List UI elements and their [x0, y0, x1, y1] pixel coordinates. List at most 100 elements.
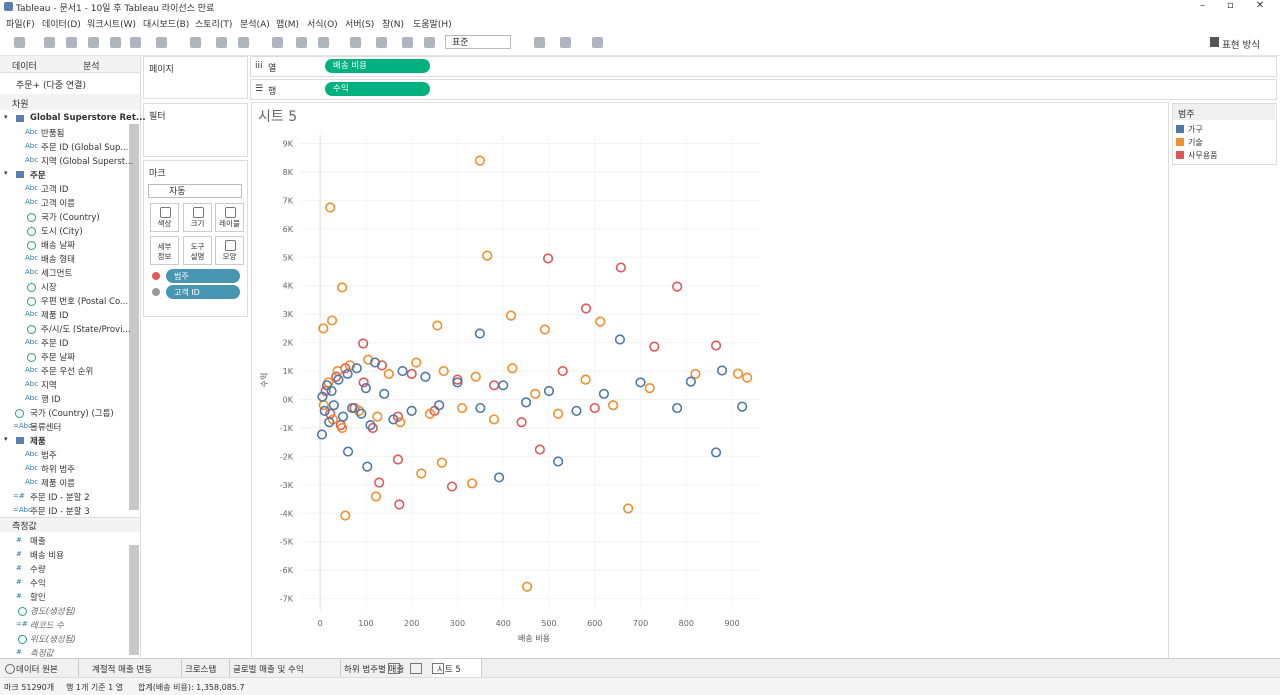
toolbar-icon[interactable]	[560, 37, 571, 48]
group-title[interactable]: 제품	[30, 437, 46, 447]
field-label[interactable]: 하위 범주	[41, 465, 75, 475]
toolbar-icon[interactable]	[238, 37, 249, 48]
window-controls[interactable]: –▫✕	[1200, 0, 1280, 11]
field-label[interactable]: 고객 ID	[41, 185, 69, 195]
menu-item[interactable]: 스토리(T)	[195, 20, 233, 30]
field-label[interactable]: 주문 ID (Global Sup...	[41, 143, 129, 153]
menu-item[interactable]: 워크시트(W)	[87, 20, 137, 30]
toolbar-icon[interactable]	[44, 37, 55, 48]
field-label[interactable]: 수량	[30, 565, 46, 575]
sheet-tab[interactable]	[229, 659, 341, 677]
sheet-tab[interactable]	[12, 659, 79, 677]
toolbar-icon[interactable]	[592, 37, 603, 48]
mark-pill[interactable]	[166, 269, 240, 283]
group-title[interactable]: 주문	[30, 171, 46, 181]
toolbar-icon[interactable]	[376, 37, 387, 48]
field-label[interactable]: 배송 비용	[30, 551, 64, 561]
toolbar-icon[interactable]	[88, 37, 99, 48]
field-label[interactable]: 배송 형태	[41, 255, 75, 265]
data-source[interactable]: 주문+ (다중 연결)	[16, 81, 86, 91]
mark-button[interactable]	[183, 236, 212, 265]
field-label[interactable]: 매출	[30, 537, 46, 547]
mark-pill[interactable]	[166, 285, 240, 299]
columns-pill[interactable]: 배송 비용	[325, 59, 430, 73]
sheet-tab[interactable]	[88, 659, 182, 677]
rows-pill[interactable]: 수익	[325, 82, 430, 96]
menu-item[interactable]: 파일(F)	[6, 20, 35, 30]
menu-item[interactable]: 창(N)	[382, 20, 405, 30]
field-label[interactable]: 주문 ID - 분할 2	[30, 493, 90, 503]
expand-arrow[interactable]: ▾	[4, 435, 8, 443]
scrollbar[interactable]	[129, 124, 139, 510]
field-label[interactable]: 국가 (Country) (그룹)	[30, 409, 114, 419]
field-label[interactable]: 경도(생성됨)	[30, 607, 76, 617]
field-label[interactable]: 제품 이름	[41, 479, 75, 489]
field-label[interactable]: 고객 이름	[41, 199, 75, 209]
toolbar-icon[interactable]	[156, 37, 167, 48]
field-label[interactable]: 범주	[41, 451, 57, 461]
mark-button[interactable]	[150, 236, 179, 265]
menu-item[interactable]: 분석(A)	[240, 20, 270, 30]
data-tab[interactable]: 데이터	[12, 62, 37, 72]
toolbar-icon[interactable]	[110, 37, 121, 48]
sheet-tab[interactable]	[433, 659, 482, 677]
field-label[interactable]: 주/시/도 (State/Provi...	[41, 325, 131, 335]
sheet-tab[interactable]	[181, 659, 230, 677]
data-point	[388, 414, 399, 425]
field-label[interactable]: 지역	[41, 381, 57, 391]
field-label[interactable]: 제품 ID	[41, 311, 69, 321]
field-label[interactable]: 측정값	[30, 649, 54, 659]
field-label[interactable]: 위도(생성됨)	[30, 635, 76, 645]
show-me[interactable]: 표현 방식	[1222, 40, 1260, 51]
toolbar-icon[interactable]	[66, 37, 77, 48]
field-label[interactable]: 지역 (Global Superst...	[41, 157, 134, 167]
menu-item[interactable]: 맵(M)	[276, 20, 300, 30]
menu-item[interactable]: 데이터(D)	[42, 20, 81, 30]
toolbar-icon[interactable]	[14, 37, 25, 48]
field-label[interactable]: 행 ID	[41, 395, 61, 405]
window-title: Tableau - 문서1 - 10일 후 Tableau 라이선스 만료	[16, 4, 215, 14]
toolbar-icon[interactable]	[350, 37, 361, 48]
field-label[interactable]: 할인	[30, 593, 46, 603]
menu-item[interactable]: 도움말(H)	[413, 20, 452, 30]
menu-item[interactable]: 서식(O)	[307, 20, 338, 30]
field-label[interactable]: 배송 날짜	[41, 241, 75, 251]
field-label[interactable]: 반품됨	[41, 129, 65, 139]
analysis-tab[interactable]: 분석	[83, 62, 100, 72]
field-label[interactable]: 주문 우선 순위	[41, 367, 94, 377]
new-sheet-icon[interactable]	[432, 663, 444, 674]
toolbar-icon[interactable]	[272, 37, 283, 48]
field-label[interactable]: 시장	[41, 283, 57, 293]
menu-item[interactable]: 대시보드(B)	[143, 20, 190, 30]
field-label[interactable]: 우편 번호 (Postal Co...	[41, 297, 129, 307]
legend-label[interactable]: 가구	[1188, 125, 1203, 134]
field-label[interactable]: 주문 날짜	[41, 353, 75, 363]
scrollbar[interactable]	[129, 545, 139, 655]
legend-label[interactable]: 사무용품	[1188, 151, 1218, 160]
field-label[interactable]: 물류센터	[30, 423, 62, 433]
toolbar-icon[interactable]	[424, 37, 435, 48]
menu-item[interactable]: 서버(S)	[345, 20, 375, 30]
mark-type-dropdown[interactable]: 자동	[148, 184, 242, 198]
toolbar-icon[interactable]	[318, 37, 329, 48]
group-title[interactable]: Global Superstore Ret...	[30, 113, 146, 123]
expand-arrow[interactable]: ▾	[4, 113, 8, 121]
field-label[interactable]: 도시 (City)	[41, 227, 83, 237]
field-label[interactable]: 주문 ID	[41, 339, 69, 349]
mark-size-dropdown[interactable]: 표준	[445, 35, 511, 49]
toolbar-icon[interactable]	[190, 37, 201, 48]
toolbar-icon[interactable]	[402, 37, 413, 48]
field-label[interactable]: 주문 ID - 분할 3	[30, 507, 90, 517]
field-label[interactable]: 세그먼트	[41, 269, 73, 279]
toolbar-icon[interactable]	[216, 37, 227, 48]
new-sheet-icon[interactable]	[410, 663, 422, 674]
legend-label[interactable]: 기술	[1188, 138, 1203, 147]
toolbar-icon[interactable]	[130, 37, 141, 48]
field-label[interactable]: 국가 (Country)	[41, 213, 100, 223]
field-label[interactable]: 수익	[30, 579, 46, 589]
field-label[interactable]: 레코드 수	[30, 621, 64, 631]
expand-arrow[interactable]: ▾	[4, 169, 8, 177]
new-sheet-icon[interactable]	[388, 663, 400, 674]
toolbar-icon[interactable]	[534, 37, 545, 48]
toolbar-icon[interactable]	[296, 37, 307, 48]
